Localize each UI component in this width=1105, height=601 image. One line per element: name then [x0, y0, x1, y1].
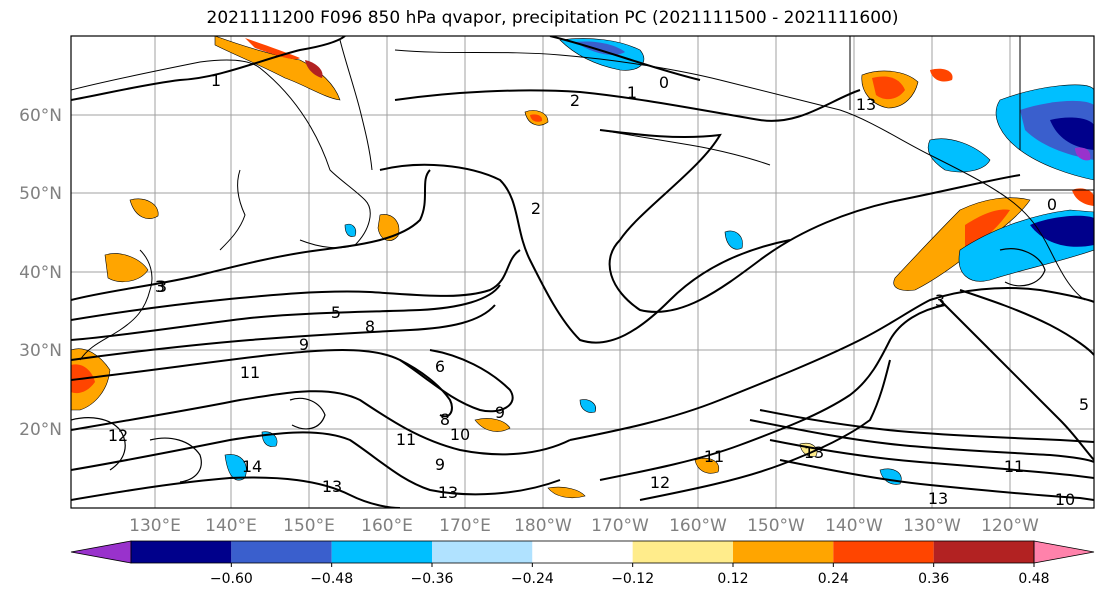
- colorbar-tick-label: −0.36: [411, 571, 454, 587]
- contour-label: 10: [1055, 490, 1075, 509]
- contour-label: 9: [299, 335, 309, 354]
- contour-label: 13: [322, 477, 342, 496]
- longitude-tick-label: 180°W: [514, 516, 572, 536]
- contour-label: 2: [531, 199, 541, 218]
- colorbar-swatch: [933, 541, 1034, 563]
- contour-label: 2: [570, 91, 580, 110]
- longitude-tick-label: 140°E: [205, 516, 257, 536]
- contour-label: 5: [331, 303, 341, 322]
- coastlines: [71, 36, 1094, 361]
- colorbar-tick-label: −0.24: [511, 571, 554, 587]
- longitude-tick-label: 170°W: [591, 516, 649, 536]
- colorbar-tick-label: 0.48: [1018, 571, 1049, 587]
- colorbar-tick-labels: −0.60 −0.48 −0.36 −0.24 −0.12 0.12 0.24 0.36 0.4…: [210, 563, 1050, 587]
- longitude-tick-label: 150°E: [283, 516, 335, 536]
- colorbar-swatch: [331, 541, 432, 563]
- colorbar-swatch: [532, 541, 633, 563]
- contour-label: 1: [627, 83, 637, 102]
- colorbar-tick-label: −0.48: [310, 571, 353, 587]
- contour-label: 11: [1004, 457, 1024, 476]
- longitude-tick-label: 140°W: [825, 516, 883, 536]
- colorbar-tick-label: 0.24: [818, 571, 849, 587]
- latitude-tick-label: 50°N: [19, 184, 62, 204]
- longitude-tick-label: 150°W: [747, 516, 805, 536]
- precipitation-shading: [71, 36, 1094, 499]
- colorbar-tick-label: −0.12: [611, 571, 654, 587]
- longitude-tick-label: 120°W: [981, 516, 1039, 536]
- colorbar-swatch: [632, 541, 733, 563]
- contour-label: 1: [211, 71, 221, 90]
- colorbar-tick-label: 0.12: [717, 571, 748, 587]
- contour-label: 3: [155, 277, 165, 296]
- colorbar-swatch: [833, 541, 934, 563]
- contour-label: 13: [804, 443, 824, 462]
- contour-label: 0: [659, 73, 669, 92]
- contour-label: 13: [438, 483, 458, 502]
- qvapor-contours: [71, 36, 1094, 508]
- contour-label: 13: [928, 489, 948, 508]
- contour-label: 12: [108, 426, 128, 445]
- longitude-labels: 130°E 140°E 150°E 160°E 170°E 180°W 170°W 160°W…: [129, 516, 1039, 536]
- contour-label: 12: [650, 473, 670, 492]
- contour-label: 6: [435, 357, 445, 376]
- colorbar: [70, 540, 1095, 564]
- contour-label: 0: [1047, 195, 1057, 214]
- latitude-tick-label: 60°N: [19, 106, 62, 126]
- colorbar-tick-label: 0.36: [918, 571, 949, 587]
- colorbar-extend-low: [70, 540, 132, 564]
- latitude-tick-label: 40°N: [19, 263, 62, 283]
- colorbar-tick-label: −0.60: [210, 571, 253, 587]
- longitude-tick-label: 130°W: [903, 516, 961, 536]
- latitude-tick-label: 20°N: [19, 420, 62, 440]
- contour-label: 11: [240, 363, 260, 382]
- colorbar-swatch: [231, 541, 332, 563]
- thin-contours: [71, 248, 1046, 483]
- map-border: [70, 35, 1095, 509]
- gridlines: [71, 36, 1094, 508]
- contour-label: 3: [935, 291, 945, 310]
- contour-label: 5: [1079, 395, 1089, 414]
- map-title: 2021111200 F096 850 hPa qvapor, precipit…: [206, 8, 899, 28]
- longitude-tick-label: 160°E: [361, 516, 413, 536]
- longitude-tick-label: 170°E: [439, 516, 491, 536]
- longitude-tick-label: 160°W: [669, 516, 727, 536]
- latitude-labels: 60°N 50°N 40°N 30°N 20°N: [19, 106, 62, 440]
- contour-label: 3: [157, 277, 167, 296]
- contour-label: 11: [396, 430, 416, 449]
- contour-label: 10: [450, 425, 470, 444]
- contour-label: 9: [495, 403, 505, 422]
- colorbar-swatch: [131, 541, 232, 563]
- contour-label: 9: [435, 455, 445, 474]
- contour-label: 14: [242, 457, 262, 476]
- colorbar-swatch: [733, 541, 834, 563]
- colorbar-extend-high: [1033, 540, 1095, 564]
- contour-label: 8: [440, 410, 450, 429]
- contour-label: 8: [365, 317, 375, 336]
- colorbar-frame: [130, 540, 1035, 564]
- colorbar-swatch: [432, 541, 533, 563]
- contour-label: 11: [704, 447, 724, 466]
- latitude-tick-label: 30°N: [19, 341, 62, 361]
- longitude-tick-label: 130°E: [129, 516, 181, 536]
- contour-label: 13: [856, 95, 876, 114]
